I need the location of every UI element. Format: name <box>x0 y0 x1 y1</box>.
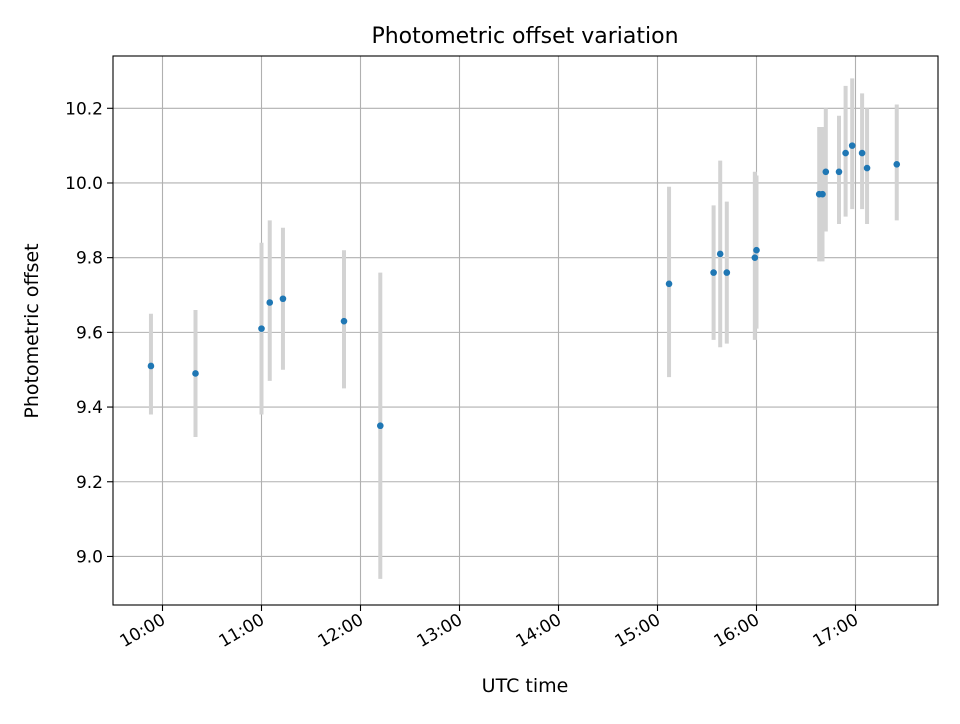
y-tick-label: 9.2 <box>76 473 103 493</box>
data-point <box>192 370 199 377</box>
data-point <box>863 164 871 172</box>
y-tick-label: 9.8 <box>76 249 103 269</box>
y-axis: 9.0 9.2 9.4 9.6 9.8 10.0 10.2 <box>65 99 113 567</box>
data-point <box>822 168 830 176</box>
y-tick-label: 10.0 <box>65 174 103 194</box>
data-point <box>266 299 274 306</box>
data-point <box>893 161 901 168</box>
grid <box>113 56 938 605</box>
data-points <box>147 142 901 430</box>
data-point <box>716 250 724 258</box>
chart-title: Photometric offset variation <box>371 24 678 49</box>
data-point <box>751 254 759 261</box>
data-point <box>147 362 155 370</box>
y-tick-label: 9.6 <box>76 323 103 343</box>
data-point <box>279 295 287 303</box>
y-tick-label: 10.2 <box>65 99 103 119</box>
data-point <box>835 168 843 176</box>
data-point <box>258 325 265 332</box>
data-point <box>858 149 866 157</box>
data-point <box>340 317 348 325</box>
data-point <box>665 280 673 288</box>
data-point <box>723 269 731 276</box>
plot-frame <box>112 55 939 606</box>
x-axis-label: UTC time <box>482 675 569 697</box>
data-point <box>842 149 849 157</box>
data-point <box>710 269 717 276</box>
y-tick-label: 9.0 <box>76 547 103 567</box>
y-axis-label: Photometric offset <box>21 243 43 418</box>
data-point <box>819 190 826 198</box>
data-point <box>848 142 856 149</box>
data-point <box>377 422 384 430</box>
data-point <box>753 246 760 254</box>
y-tick-label: 9.4 <box>76 398 103 418</box>
